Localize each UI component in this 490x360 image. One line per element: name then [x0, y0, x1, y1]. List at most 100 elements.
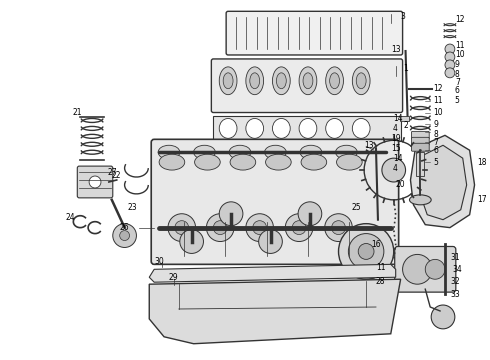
Circle shape	[445, 44, 455, 54]
Ellipse shape	[352, 118, 370, 138]
Circle shape	[339, 224, 394, 279]
Text: 7: 7	[433, 138, 438, 147]
Text: 3: 3	[401, 12, 406, 21]
Circle shape	[213, 221, 227, 235]
Polygon shape	[149, 279, 401, 344]
Ellipse shape	[326, 118, 343, 138]
Circle shape	[292, 221, 306, 235]
Circle shape	[219, 202, 243, 226]
Text: 9: 9	[433, 120, 438, 129]
Circle shape	[253, 221, 267, 235]
Text: 24: 24	[66, 213, 75, 222]
Bar	[213, 117, 401, 141]
Ellipse shape	[301, 154, 327, 170]
Ellipse shape	[276, 73, 286, 89]
Ellipse shape	[352, 67, 370, 95]
Ellipse shape	[299, 118, 317, 138]
Ellipse shape	[223, 73, 233, 89]
Circle shape	[175, 221, 189, 235]
Ellipse shape	[300, 145, 322, 159]
FancyBboxPatch shape	[226, 11, 403, 55]
Text: 5: 5	[433, 158, 438, 167]
Text: 30: 30	[154, 257, 164, 266]
Circle shape	[259, 230, 282, 253]
Polygon shape	[419, 145, 466, 220]
Circle shape	[120, 231, 129, 240]
Circle shape	[285, 214, 313, 242]
Ellipse shape	[219, 67, 237, 95]
FancyBboxPatch shape	[395, 247, 456, 292]
Text: 21: 21	[73, 108, 82, 117]
FancyBboxPatch shape	[412, 143, 429, 151]
Circle shape	[89, 176, 101, 188]
Ellipse shape	[330, 73, 340, 89]
Text: 6: 6	[433, 146, 438, 155]
Text: 13: 13	[391, 45, 400, 54]
Circle shape	[358, 243, 374, 260]
FancyBboxPatch shape	[412, 137, 429, 145]
Polygon shape	[411, 135, 474, 228]
Text: 33: 33	[450, 289, 460, 298]
FancyBboxPatch shape	[77, 166, 113, 198]
Ellipse shape	[336, 145, 357, 159]
Circle shape	[382, 158, 406, 182]
Text: 28: 28	[376, 277, 386, 286]
Text: 2: 2	[404, 121, 408, 130]
Circle shape	[445, 52, 455, 62]
Text: 10: 10	[433, 108, 443, 117]
Text: 14: 14	[393, 114, 402, 123]
Circle shape	[425, 260, 445, 279]
Text: 29: 29	[169, 273, 178, 282]
Ellipse shape	[219, 118, 237, 138]
Ellipse shape	[326, 67, 343, 95]
FancyBboxPatch shape	[151, 139, 399, 264]
Ellipse shape	[250, 73, 260, 89]
Text: 4: 4	[393, 124, 397, 133]
Text: 6: 6	[455, 86, 460, 95]
Ellipse shape	[195, 154, 220, 170]
Circle shape	[168, 214, 196, 242]
Bar	[400, 116, 410, 121]
Circle shape	[180, 230, 203, 253]
Text: 12: 12	[455, 15, 465, 24]
Bar	[416, 152, 424, 176]
Text: 23: 23	[127, 203, 137, 212]
Text: 22: 22	[112, 171, 122, 180]
Text: 17: 17	[478, 195, 487, 204]
Circle shape	[246, 214, 273, 242]
Text: 32: 32	[450, 277, 460, 286]
Text: 27: 27	[108, 167, 118, 176]
Ellipse shape	[356, 73, 366, 89]
Ellipse shape	[194, 145, 215, 159]
Circle shape	[332, 221, 345, 235]
Text: 13: 13	[364, 141, 374, 150]
Circle shape	[445, 60, 455, 70]
Text: 8: 8	[433, 130, 438, 139]
Text: 15: 15	[391, 144, 400, 153]
Ellipse shape	[299, 67, 317, 95]
Ellipse shape	[229, 145, 251, 159]
Ellipse shape	[303, 73, 313, 89]
Text: 5: 5	[455, 96, 460, 105]
Text: 4: 4	[393, 163, 397, 172]
Circle shape	[206, 214, 234, 242]
Text: 14: 14	[393, 154, 402, 163]
Ellipse shape	[410, 195, 431, 205]
Circle shape	[298, 202, 322, 226]
Ellipse shape	[265, 145, 286, 159]
Text: 8: 8	[455, 70, 460, 79]
Text: 1: 1	[404, 64, 408, 73]
Ellipse shape	[159, 154, 185, 170]
Text: 25: 25	[351, 203, 361, 212]
Text: 31: 31	[450, 253, 460, 262]
Text: 26: 26	[120, 223, 129, 232]
Text: 12: 12	[433, 84, 442, 93]
Text: 9: 9	[455, 60, 460, 69]
FancyBboxPatch shape	[211, 59, 403, 113]
Circle shape	[348, 234, 384, 269]
Ellipse shape	[158, 145, 180, 159]
Circle shape	[431, 305, 455, 329]
Polygon shape	[149, 264, 396, 282]
Circle shape	[403, 255, 432, 284]
Text: 10: 10	[455, 50, 465, 59]
